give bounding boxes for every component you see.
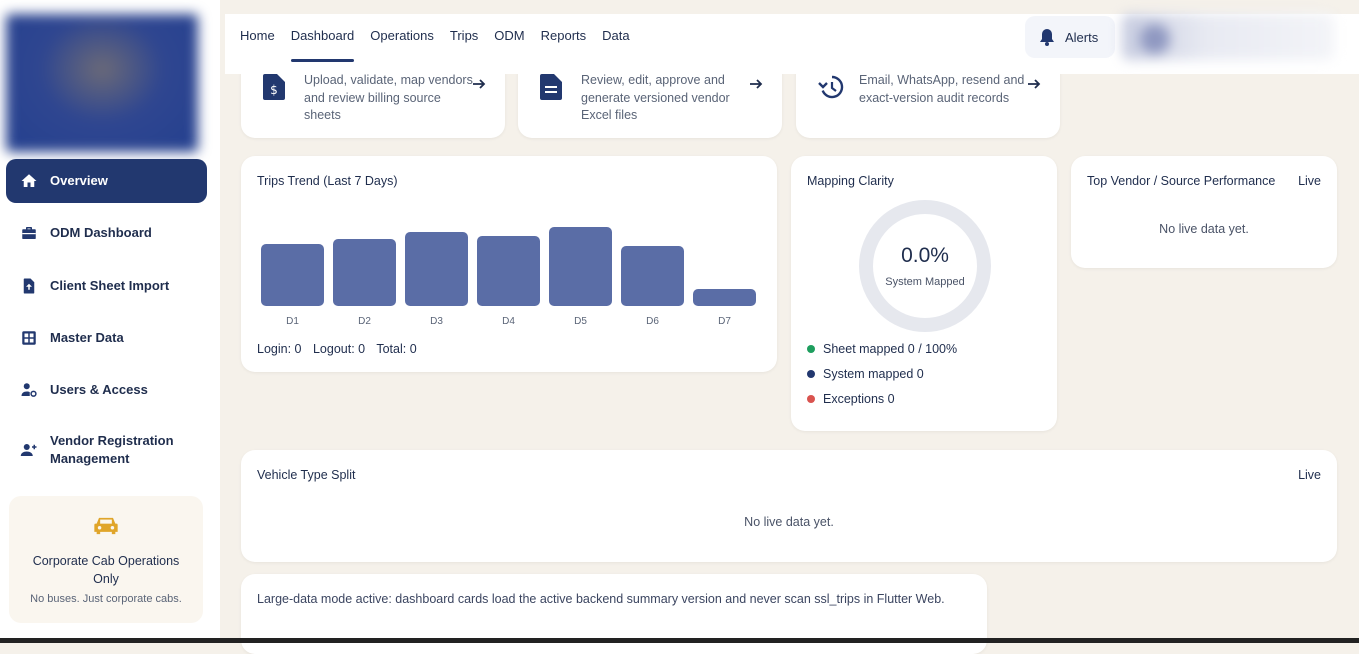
x-tick-label: D6 xyxy=(646,316,659,327)
trips-stats: Login: 0 Logout: 0 Total: 0 xyxy=(257,342,425,356)
login-stat: Login: 0 xyxy=(257,342,302,356)
app-logo xyxy=(6,14,198,152)
quick-card-text: Email, WhatsApp, resend and exact-versio… xyxy=(859,73,1025,105)
sidebar-item-label: Vendor Registration Management xyxy=(50,433,174,466)
home-icon xyxy=(20,172,38,190)
topnav-data[interactable]: Data xyxy=(602,28,630,43)
bar-d5 xyxy=(549,227,612,306)
user-profile[interactable] xyxy=(1122,14,1334,60)
topnav-odm[interactable]: ODM xyxy=(494,28,525,43)
promo-subtitle: No buses. Just corporate cabs. xyxy=(30,593,182,605)
x-tick-label: D7 xyxy=(718,316,731,327)
svg-text:$: $ xyxy=(270,83,278,97)
arrow-right-icon xyxy=(748,76,764,97)
document-icon xyxy=(540,74,562,100)
topnav-home[interactable]: Home xyxy=(240,28,275,43)
bar-d2 xyxy=(333,239,396,306)
sidebar-item-client-sheet-import[interactable]: Client Sheet Import xyxy=(6,264,207,308)
bar-d6 xyxy=(621,246,684,306)
user-add-icon xyxy=(20,441,38,459)
top-nav: Home Dashboard Operations Trips ODM Repo… xyxy=(240,28,646,62)
sidebar-item-label: Client Sheet Import xyxy=(50,278,170,293)
user-settings-icon xyxy=(20,381,38,399)
sidebar-item-label: Overview xyxy=(50,173,108,188)
sidebar-item-overview[interactable]: Overview xyxy=(6,159,207,203)
top-vendor-title: Top Vendor / Source Performance xyxy=(1087,174,1276,188)
bar-d3 xyxy=(405,232,468,306)
topnav-trips[interactable]: Trips xyxy=(449,28,479,43)
history-icon xyxy=(818,74,844,100)
legend-exceptions: Exceptions 0 xyxy=(807,392,895,406)
trips-trend-title: Trips Trend (Last 7 Days) xyxy=(257,174,398,188)
legend-dot xyxy=(807,395,815,403)
x-tick-label: D1 xyxy=(286,316,299,327)
sidebar-item-label: ODM Dashboard xyxy=(50,225,152,240)
arrow-right-icon xyxy=(471,76,487,97)
bar-d4 xyxy=(477,236,540,306)
legend-label: Sheet mapped 0 / 100% xyxy=(823,342,958,356)
sidebar-item-odm-dashboard[interactable]: ODM Dashboard xyxy=(6,211,207,255)
total-stat: Total: 0 xyxy=(376,342,417,356)
logout-stat: Logout: 0 xyxy=(312,342,366,356)
mapping-sub: System Mapped xyxy=(885,276,965,288)
legend-sheet-mapped: Sheet mapped 0 / 100% xyxy=(807,342,957,356)
legend-dot xyxy=(807,345,815,353)
promo-card: Corporate Cab Operations Only No buses. … xyxy=(9,496,203,623)
sidebar-item-master-data[interactable]: Master Data xyxy=(6,316,207,360)
topnav-operations[interactable]: Operations xyxy=(370,28,434,43)
x-tick-label: D2 xyxy=(358,316,371,327)
alerts-label: Alerts xyxy=(1065,29,1099,45)
empty-state: No live data yet. xyxy=(1159,222,1249,236)
sidebar-item-users-access[interactable]: Users & Access xyxy=(6,368,207,412)
notice-text: Large-data mode active: dashboard cards … xyxy=(257,592,945,606)
mapping-title: Mapping Clarity xyxy=(807,174,894,188)
legend-dot xyxy=(807,370,815,378)
live-badge: Live xyxy=(1298,468,1321,482)
sidebar-item-vendor-registration[interactable]: Vendor Registration Management xyxy=(6,428,207,472)
x-tick-label: D4 xyxy=(502,316,515,327)
sidebar-item-label: Master Data xyxy=(50,330,124,345)
trips-trend-card: Trips Trend (Last 7 Days) D1 D2 D3 D4 D5 D6 D7… xyxy=(241,156,777,372)
vehicle-split-title: Vehicle Type Split xyxy=(257,468,356,482)
mapping-ring xyxy=(859,200,991,332)
mapping-clarity-card: Mapping Clarity 0.0% System Mapped Sheet… xyxy=(791,156,1057,431)
bell-icon xyxy=(1040,29,1054,46)
topnav-reports[interactable]: Reports xyxy=(540,28,587,43)
grid-icon xyxy=(20,329,38,347)
legend-system-mapped: System mapped 0 xyxy=(807,367,924,381)
top-bar: Home Dashboard Operations Trips ODM Repo… xyxy=(225,14,1359,74)
quick-card-text: Upload, validate, map vendors and review… xyxy=(304,73,473,122)
quick-card-text: Review, edit, approve and generate versi… xyxy=(581,73,730,122)
alerts-button[interactable]: Alerts xyxy=(1025,16,1115,58)
bar-d1 xyxy=(261,244,324,306)
legend-label: System mapped 0 xyxy=(823,367,924,381)
promo-title: Corporate Cab Operations Only xyxy=(32,554,180,586)
avatar xyxy=(1140,24,1170,54)
x-tick-label: D3 xyxy=(430,316,443,327)
billing-file-icon: $ xyxy=(263,74,285,100)
empty-state: No live data yet. xyxy=(744,515,834,529)
briefcase-icon xyxy=(20,224,38,242)
legend-label: Exceptions 0 xyxy=(823,392,895,406)
sidebar: Overview ODM Dashboard Client Sheet Impo… xyxy=(0,0,220,643)
taskbar-strip xyxy=(0,638,1359,643)
topnav-dashboard[interactable]: Dashboard xyxy=(290,28,354,62)
mapping-value: 0.0% xyxy=(901,244,949,267)
file-upload-icon xyxy=(20,277,38,295)
x-tick-label: D5 xyxy=(574,316,587,327)
arrow-right-icon xyxy=(1026,76,1042,97)
bar-d7 xyxy=(693,289,756,306)
top-vendor-card: Top Vendor / Source Performance Live No … xyxy=(1071,156,1337,268)
live-badge: Live xyxy=(1298,174,1321,188)
vehicle-split-card: Vehicle Type Split Live No live data yet… xyxy=(241,450,1337,562)
sidebar-item-label: Users & Access xyxy=(50,382,148,397)
car-icon xyxy=(9,514,203,542)
